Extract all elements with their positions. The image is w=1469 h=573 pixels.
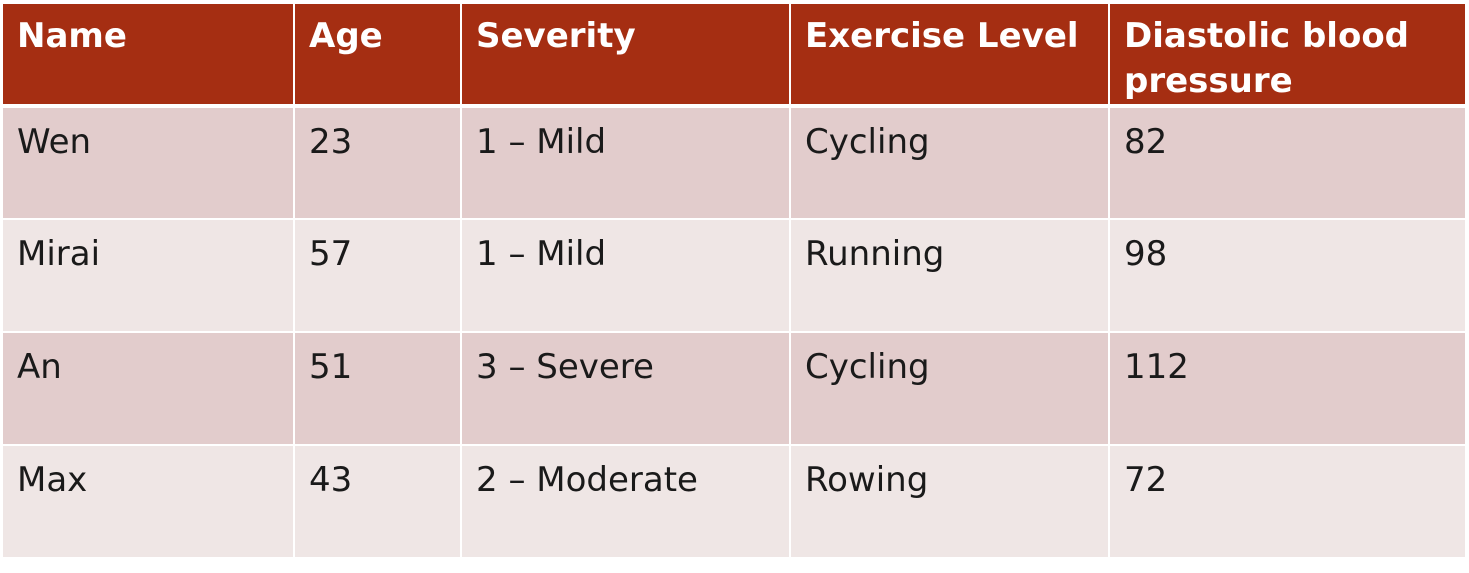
column-header-age: Age: [294, 4, 462, 108]
cell-exercise-level: Cycling: [790, 332, 1110, 446]
cell-diastolic-blood-pressure: 112: [1109, 332, 1465, 446]
column-header-exercise-level: Exercise Level: [790, 4, 1110, 108]
cell-name: Mirai: [3, 219, 295, 333]
data-table: Name Age Severity Exercise Level Diastol…: [3, 4, 1465, 559]
cell-age: 43: [294, 445, 462, 559]
column-header-name: Name: [3, 4, 295, 108]
table-row: An 51 3 – Severe Cycling 112: [3, 332, 1465, 446]
cell-exercise-level: Rowing: [790, 445, 1110, 559]
cell-exercise-level: Cycling: [790, 106, 1110, 220]
table-row: Mirai 57 1 – Mild Running 98: [3, 219, 1465, 333]
cell-age: 57: [294, 219, 462, 333]
table-header-row: Name Age Severity Exercise Level Diastol…: [3, 4, 1465, 108]
column-header-diastolic-blood-pressure: Diastolic blood pressure: [1109, 4, 1465, 108]
cell-name: Max: [3, 445, 295, 559]
table-row: Wen 23 1 – Mild Cycling 82: [3, 106, 1465, 220]
cell-age: 51: [294, 332, 462, 446]
cell-exercise-level: Running: [790, 219, 1110, 333]
cell-severity: 3 – Severe: [461, 332, 791, 446]
cell-name: Wen: [3, 106, 295, 220]
cell-severity: 2 – Moderate: [461, 445, 791, 559]
cell-diastolic-blood-pressure: 98: [1109, 219, 1465, 333]
cell-age: 23: [294, 106, 462, 220]
cell-diastolic-blood-pressure: 82: [1109, 106, 1465, 220]
cell-severity: 1 – Mild: [461, 219, 791, 333]
cell-name: An: [3, 332, 295, 446]
cell-severity: 1 – Mild: [461, 106, 791, 220]
table-row: Max 43 2 – Moderate Rowing 72: [3, 445, 1465, 559]
cell-diastolic-blood-pressure: 72: [1109, 445, 1465, 559]
column-header-severity: Severity: [461, 4, 791, 108]
